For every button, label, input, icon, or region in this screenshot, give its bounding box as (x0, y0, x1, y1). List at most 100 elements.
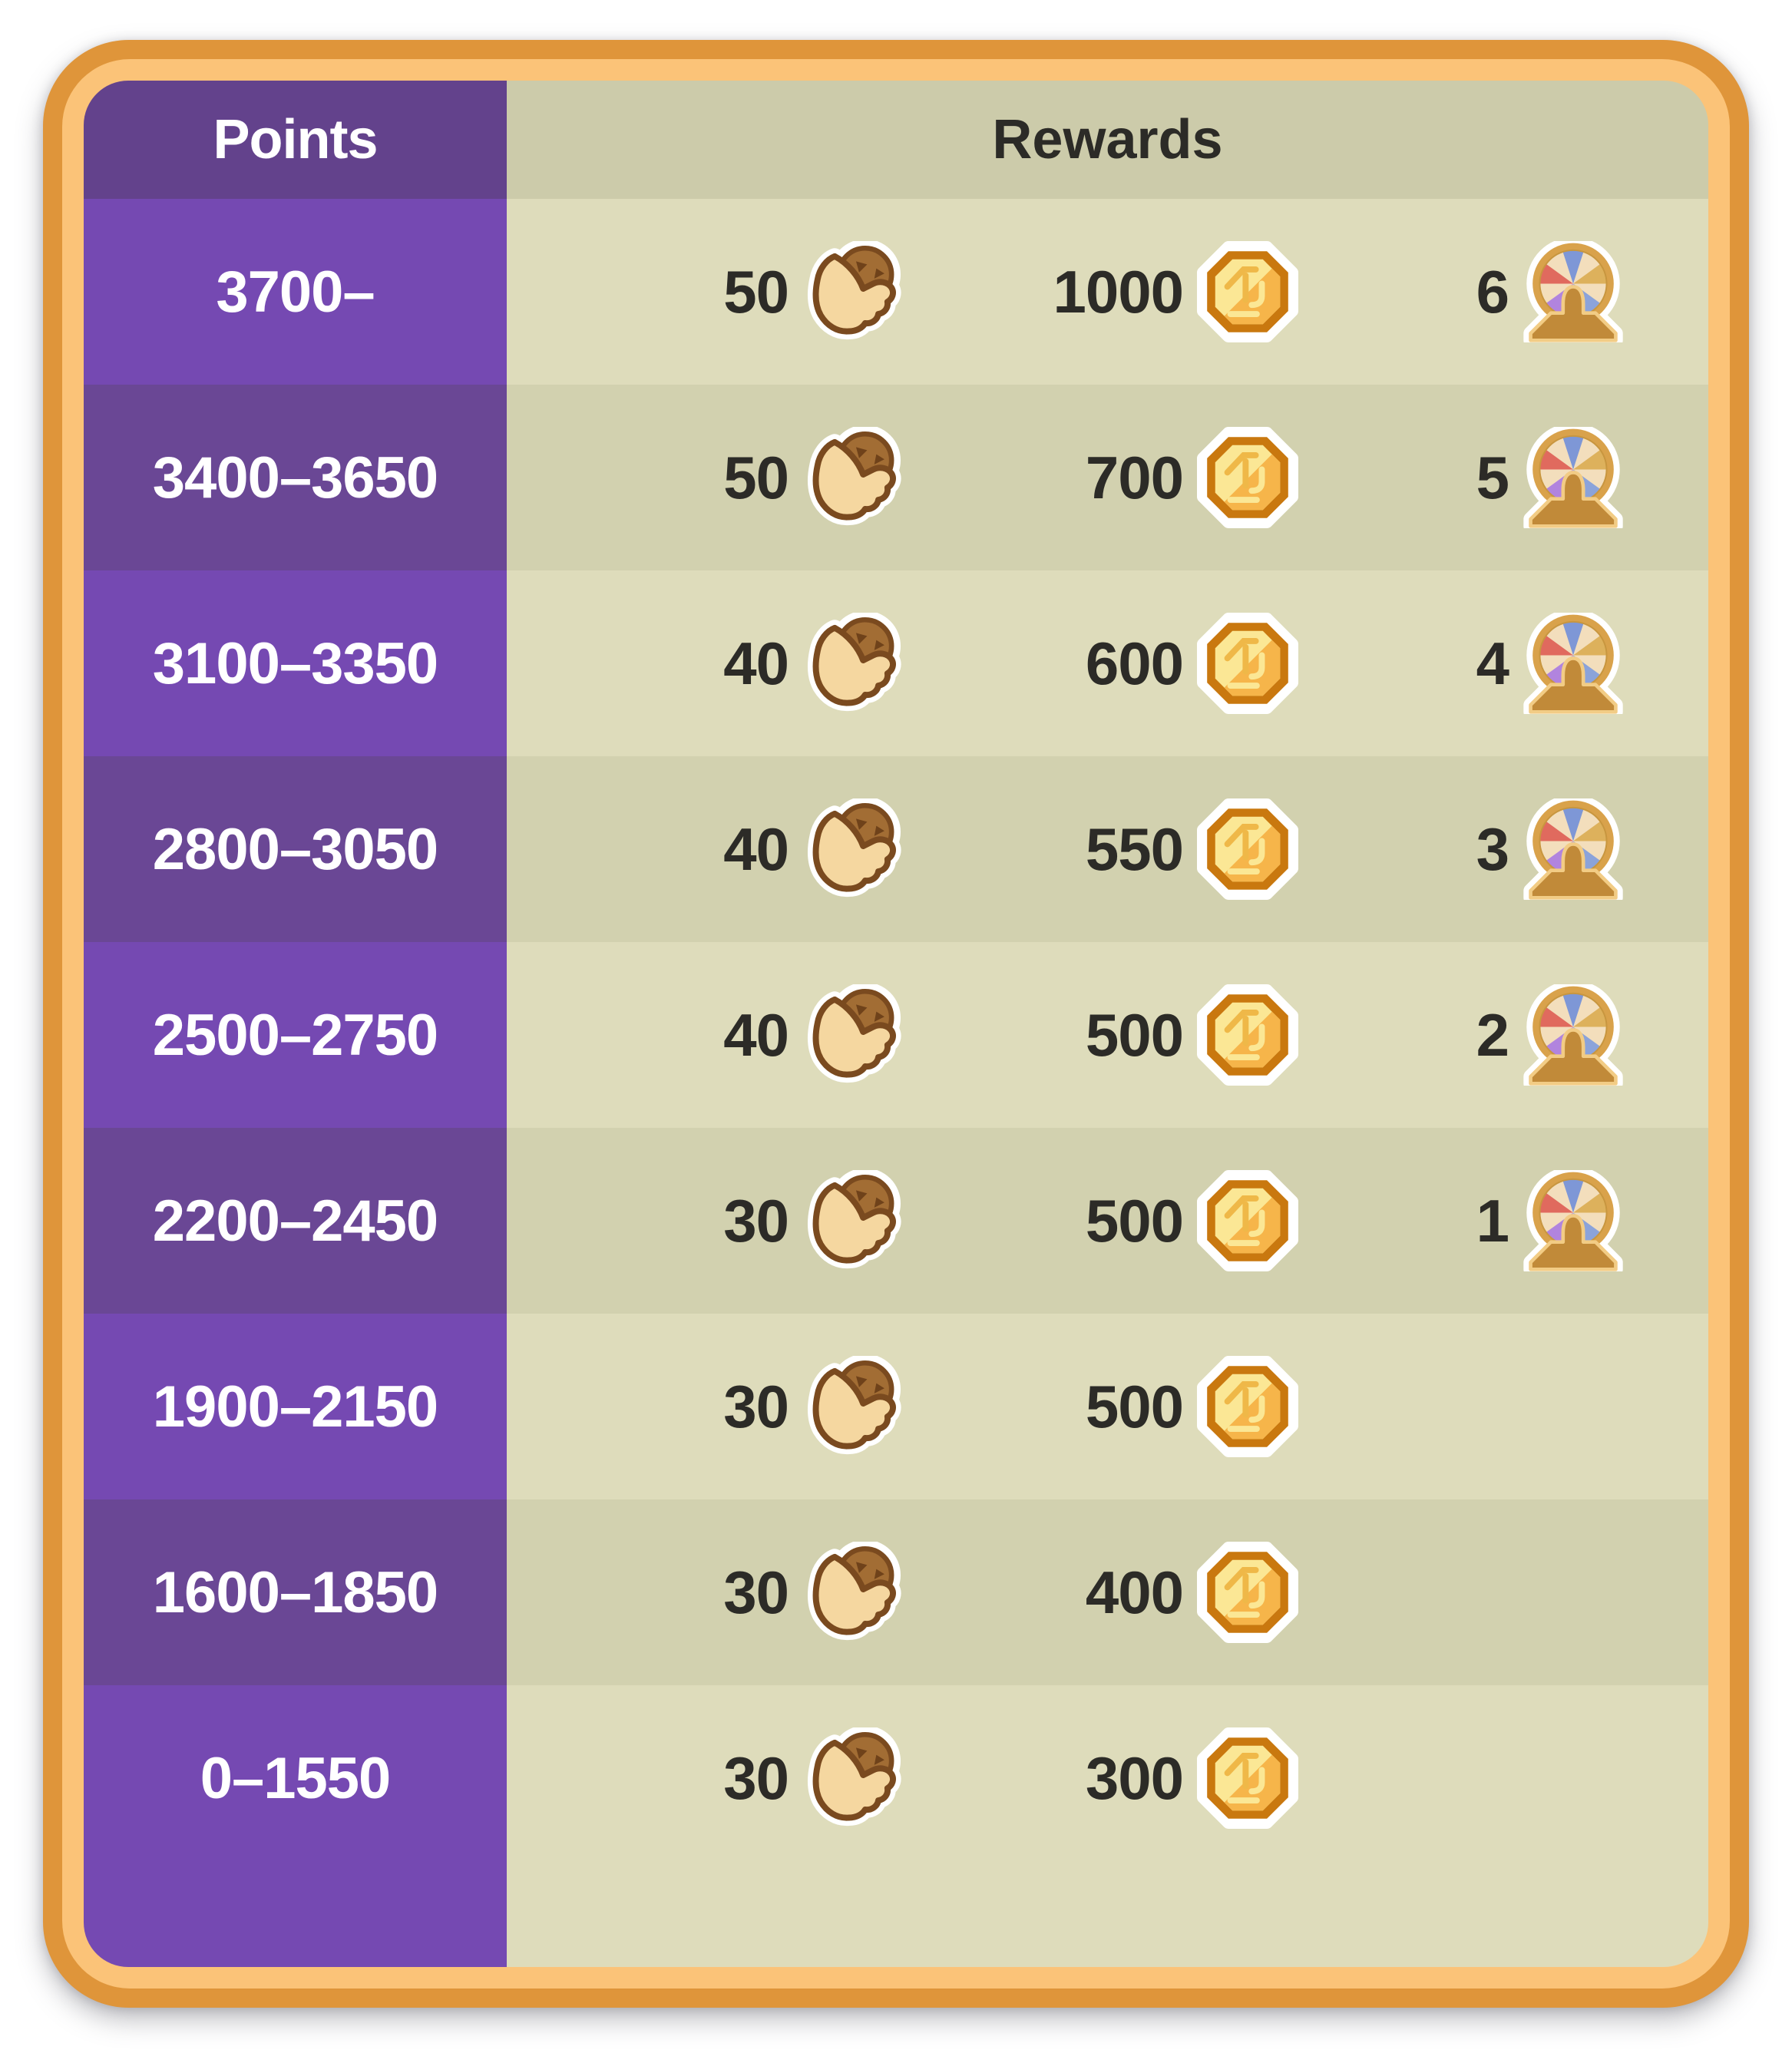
coin-count: 500 (1085, 1186, 1184, 1255)
cookie-hand-icon (802, 1170, 904, 1271)
coin-count: 700 (1085, 443, 1184, 511)
rewards-cell: 30 500 (507, 1314, 1708, 1499)
rewards-cell: 30 300 (507, 1685, 1708, 1871)
rewards-cell: 50 1000 6 (507, 199, 1708, 385)
reward-group-cookie: 40 (597, 984, 904, 1086)
reward-group-coin: 1000 (991, 241, 1298, 342)
reward-group-cookie: 30 (597, 1170, 904, 1271)
points-range: 3700– (84, 199, 507, 385)
table-row: 3700– 50 1000 6 (84, 199, 1708, 385)
reward-group-coin: 600 (991, 613, 1298, 714)
points-range: 1900–2150 (84, 1314, 507, 1499)
wheel-count: 1 (1476, 1186, 1509, 1255)
rewards-table-card: Points Rewards 3700– 50 1000 6 3400–3650… (43, 40, 1749, 2008)
table-row: 3400–3650 50 700 5 (84, 385, 1708, 570)
cookie-hand-icon (802, 1542, 904, 1643)
table-row: 2500–2750 40 500 2 (84, 942, 1708, 1128)
cookie-hand-icon (802, 1356, 904, 1457)
coin-icon (1197, 241, 1298, 342)
reward-group-coin: 400 (991, 1542, 1298, 1643)
coin-icon (1197, 1542, 1298, 1643)
wheel-count: 2 (1476, 1000, 1509, 1069)
reward-group-cookie: 50 (597, 241, 904, 342)
coin-count: 500 (1085, 1000, 1184, 1069)
reward-group-wheel: 3 (1317, 798, 1624, 900)
table-row: 3100–3350 40 600 4 (84, 570, 1708, 756)
cookie-hand-icon (802, 984, 904, 1086)
wheel-count: 6 (1476, 257, 1509, 326)
points-column-header: Points (84, 81, 507, 199)
spin-wheel-icon (1523, 613, 1624, 714)
rewards-cell: 40 500 2 (507, 942, 1708, 1128)
spin-wheel-icon (1523, 427, 1624, 528)
table-header-row: Points Rewards (84, 81, 1708, 199)
coin-icon (1197, 613, 1298, 714)
cookie-count: 40 (723, 1000, 789, 1069)
reward-group-wheel: 4 (1317, 613, 1624, 714)
coin-icon (1197, 984, 1298, 1086)
reward-group-wheel: 6 (1317, 241, 1624, 342)
reward-group-cookie: 30 (597, 1542, 904, 1643)
table-filler-row (84, 1871, 1708, 1967)
rewards-cell: 40 600 4 (507, 570, 1708, 756)
reward-group-wheel: 5 (1317, 427, 1624, 528)
reward-group-coin: 300 (991, 1727, 1298, 1829)
reward-group-coin: 700 (991, 427, 1298, 528)
cookie-hand-icon (802, 613, 904, 714)
wheel-count: 4 (1476, 629, 1509, 697)
cookie-hand-icon (802, 427, 904, 528)
wheel-count: 3 (1476, 815, 1509, 883)
spin-wheel-icon (1523, 1170, 1624, 1271)
coin-count: 550 (1085, 815, 1184, 883)
coin-count: 400 (1085, 1558, 1184, 1626)
points-filler (84, 1871, 507, 1967)
cookie-count: 40 (723, 815, 789, 883)
rewards-cell: 50 700 5 (507, 385, 1708, 570)
cookie-count: 50 (723, 257, 789, 326)
coin-icon (1197, 1727, 1298, 1829)
reward-group-cookie: 30 (597, 1727, 904, 1829)
rewards-cell: 30 400 (507, 1499, 1708, 1685)
coin-count: 600 (1085, 629, 1184, 697)
coin-icon (1197, 427, 1298, 528)
table-row: 2800–3050 40 550 3 (84, 756, 1708, 942)
rewards-table: Points Rewards 3700– 50 1000 6 3400–3650… (84, 81, 1708, 1967)
reward-group-cookie: 30 (597, 1356, 904, 1457)
cookie-count: 30 (723, 1186, 789, 1255)
reward-group-coin: 550 (991, 798, 1298, 900)
table-row: 2200–2450 30 500 1 (84, 1128, 1708, 1314)
cookie-count: 30 (723, 1372, 789, 1440)
reward-group-cookie: 40 (597, 613, 904, 714)
reward-group-coin: 500 (991, 984, 1298, 1086)
reward-group-coin: 500 (991, 1170, 1298, 1271)
points-range: 3400–3650 (84, 385, 507, 570)
points-range: 2500–2750 (84, 942, 507, 1128)
points-range: 2200–2450 (84, 1128, 507, 1314)
table-row: 1600–1850 30 400 (84, 1499, 1708, 1685)
points-range: 0–1550 (84, 1685, 507, 1871)
coin-icon (1197, 1356, 1298, 1457)
card-inner-border: Points Rewards 3700– 50 1000 6 3400–3650… (62, 59, 1730, 1989)
cookie-count: 30 (723, 1558, 789, 1626)
cookie-count: 30 (723, 1744, 789, 1812)
rewards-filler (507, 1871, 1708, 1967)
table-row: 1900–2150 30 500 (84, 1314, 1708, 1499)
cookie-count: 50 (723, 443, 789, 511)
points-range: 3100–3350 (84, 570, 507, 756)
spin-wheel-icon (1523, 984, 1624, 1086)
spin-wheel-icon (1523, 241, 1624, 342)
cookie-hand-icon (802, 1727, 904, 1829)
rewards-cell: 30 500 1 (507, 1128, 1708, 1314)
coin-count: 300 (1085, 1744, 1184, 1812)
coin-count: 1000 (1053, 257, 1184, 326)
rewards-cell: 40 550 3 (507, 756, 1708, 942)
coin-icon (1197, 798, 1298, 900)
reward-group-cookie: 50 (597, 427, 904, 528)
coin-icon (1197, 1170, 1298, 1271)
reward-group-wheel: 1 (1317, 1170, 1624, 1271)
reward-group-cookie: 40 (597, 798, 904, 900)
reward-group-wheel: 2 (1317, 984, 1624, 1086)
rewards-column-header: Rewards (507, 81, 1708, 199)
points-range: 2800–3050 (84, 756, 507, 942)
